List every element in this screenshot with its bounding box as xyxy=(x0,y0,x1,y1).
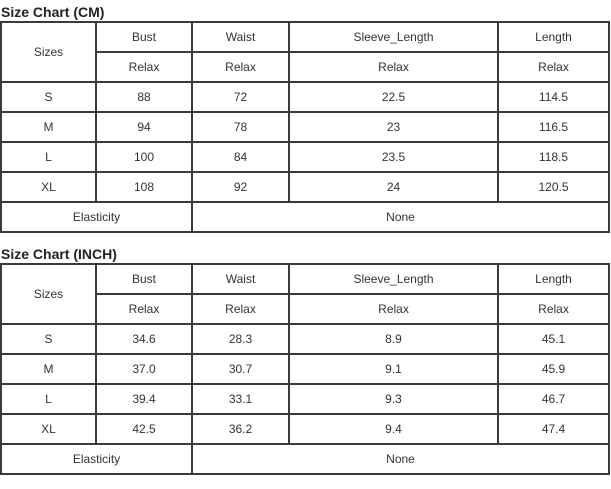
cm-size-table: Sizes Bust Waist Sleeve_Length Length Relax Re… xyxy=(0,21,610,233)
elasticity-value: None xyxy=(191,443,610,475)
value-cell: 39.4 xyxy=(95,383,193,415)
value-cell: 34.6 xyxy=(95,323,193,355)
column-header: Length xyxy=(497,21,610,53)
value-cell: 114.5 xyxy=(497,81,610,113)
size-cell: L xyxy=(0,383,97,415)
value-cell: 24 xyxy=(288,171,499,203)
fit-subheader: Relax xyxy=(288,51,499,83)
inch-size-table: Sizes Bust Waist Sleeve_Length Length Relax Re… xyxy=(0,263,610,475)
elasticity-value: None xyxy=(191,201,610,233)
value-cell: 118.5 xyxy=(497,141,610,173)
value-cell: 23 xyxy=(288,111,499,143)
fit-subheader: Relax xyxy=(288,293,499,325)
value-cell: 88 xyxy=(95,81,193,113)
inch-chart-title: Size Chart (INCH) xyxy=(1,246,117,262)
table-row: M 37.0 30.7 9.1 45.9 xyxy=(0,353,610,385)
elasticity-label: Elasticity xyxy=(0,443,193,475)
sizes-header: Sizes xyxy=(0,21,97,83)
size-cell: M xyxy=(0,353,97,385)
value-cell: 78 xyxy=(191,111,290,143)
column-header: Waist xyxy=(191,263,290,295)
column-header: Sleeve_Length xyxy=(288,263,499,295)
table-row: S 34.6 28.3 8.9 45.1 xyxy=(0,323,610,355)
value-cell: 8.9 xyxy=(288,323,499,355)
fit-subheader: Relax xyxy=(497,51,610,83)
value-cell: 84 xyxy=(191,141,290,173)
value-cell: 116.5 xyxy=(497,111,610,143)
fit-subheader: Relax xyxy=(95,293,193,325)
elasticity-label: Elasticity xyxy=(0,201,193,233)
column-header: Waist xyxy=(191,21,290,53)
size-cell: S xyxy=(0,323,97,355)
size-cell: L xyxy=(0,141,97,173)
value-cell: 42.5 xyxy=(95,413,193,445)
value-cell: 72 xyxy=(191,81,290,113)
size-cell: XL xyxy=(0,413,97,445)
column-header: Length xyxy=(497,263,610,295)
table-row: XL 108 92 24 120.5 xyxy=(0,171,610,203)
table-row: M 94 78 23 116.5 xyxy=(0,111,610,143)
value-cell: 45.1 xyxy=(497,323,610,355)
size-cell: XL xyxy=(0,171,97,203)
table-row: L 39.4 33.1 9.3 46.7 xyxy=(0,383,610,415)
value-cell: 100 xyxy=(95,141,193,173)
value-cell: 45.9 xyxy=(497,353,610,385)
header-row: Sizes Bust Waist Sleeve_Length Length xyxy=(0,21,610,83)
value-cell: 120.5 xyxy=(497,171,610,203)
value-cell: 92 xyxy=(191,171,290,203)
fit-subheader: Relax xyxy=(191,293,290,325)
value-cell: 33.1 xyxy=(191,383,290,415)
column-header: Bust xyxy=(95,21,193,53)
value-cell: 23.5 xyxy=(288,141,499,173)
fit-subheader: Relax xyxy=(191,51,290,83)
table-row: XL 42.5 36.2 9.4 47.4 xyxy=(0,413,610,445)
value-cell: 9.1 xyxy=(288,353,499,385)
value-cell: 28.3 xyxy=(191,323,290,355)
value-cell: 9.3 xyxy=(288,383,499,415)
value-cell: 37.0 xyxy=(95,353,193,385)
table-row: L 100 84 23.5 118.5 xyxy=(0,141,610,173)
cm-chart-title: Size Chart (CM) xyxy=(1,4,105,20)
elasticity-row: Elasticity None xyxy=(0,443,610,475)
fit-subheader: Relax xyxy=(95,51,193,83)
column-header: Sleeve_Length xyxy=(288,21,499,53)
value-cell: 94 xyxy=(95,111,193,143)
value-cell: 36.2 xyxy=(191,413,290,445)
fit-subheader: Relax xyxy=(497,293,610,325)
column-header: Bust xyxy=(95,263,193,295)
size-cell: M xyxy=(0,111,97,143)
value-cell: 47.4 xyxy=(497,413,610,445)
size-cell: S xyxy=(0,81,97,113)
value-cell: 108 xyxy=(95,171,193,203)
table-row: S 88 72 22.5 114.5 xyxy=(0,81,610,113)
header-row: Sizes Bust Waist Sleeve_Length Length xyxy=(0,263,610,325)
subheader-row: Relax Relax Relax Relax xyxy=(1,51,610,83)
value-cell: 30.7 xyxy=(191,353,290,385)
elasticity-row: Elasticity None xyxy=(0,201,610,233)
subheader-row: Relax Relax Relax Relax xyxy=(1,293,610,325)
sizes-header: Sizes xyxy=(0,263,97,325)
value-cell: 46.7 xyxy=(497,383,610,415)
value-cell: 9.4 xyxy=(288,413,499,445)
value-cell: 22.5 xyxy=(288,81,499,113)
